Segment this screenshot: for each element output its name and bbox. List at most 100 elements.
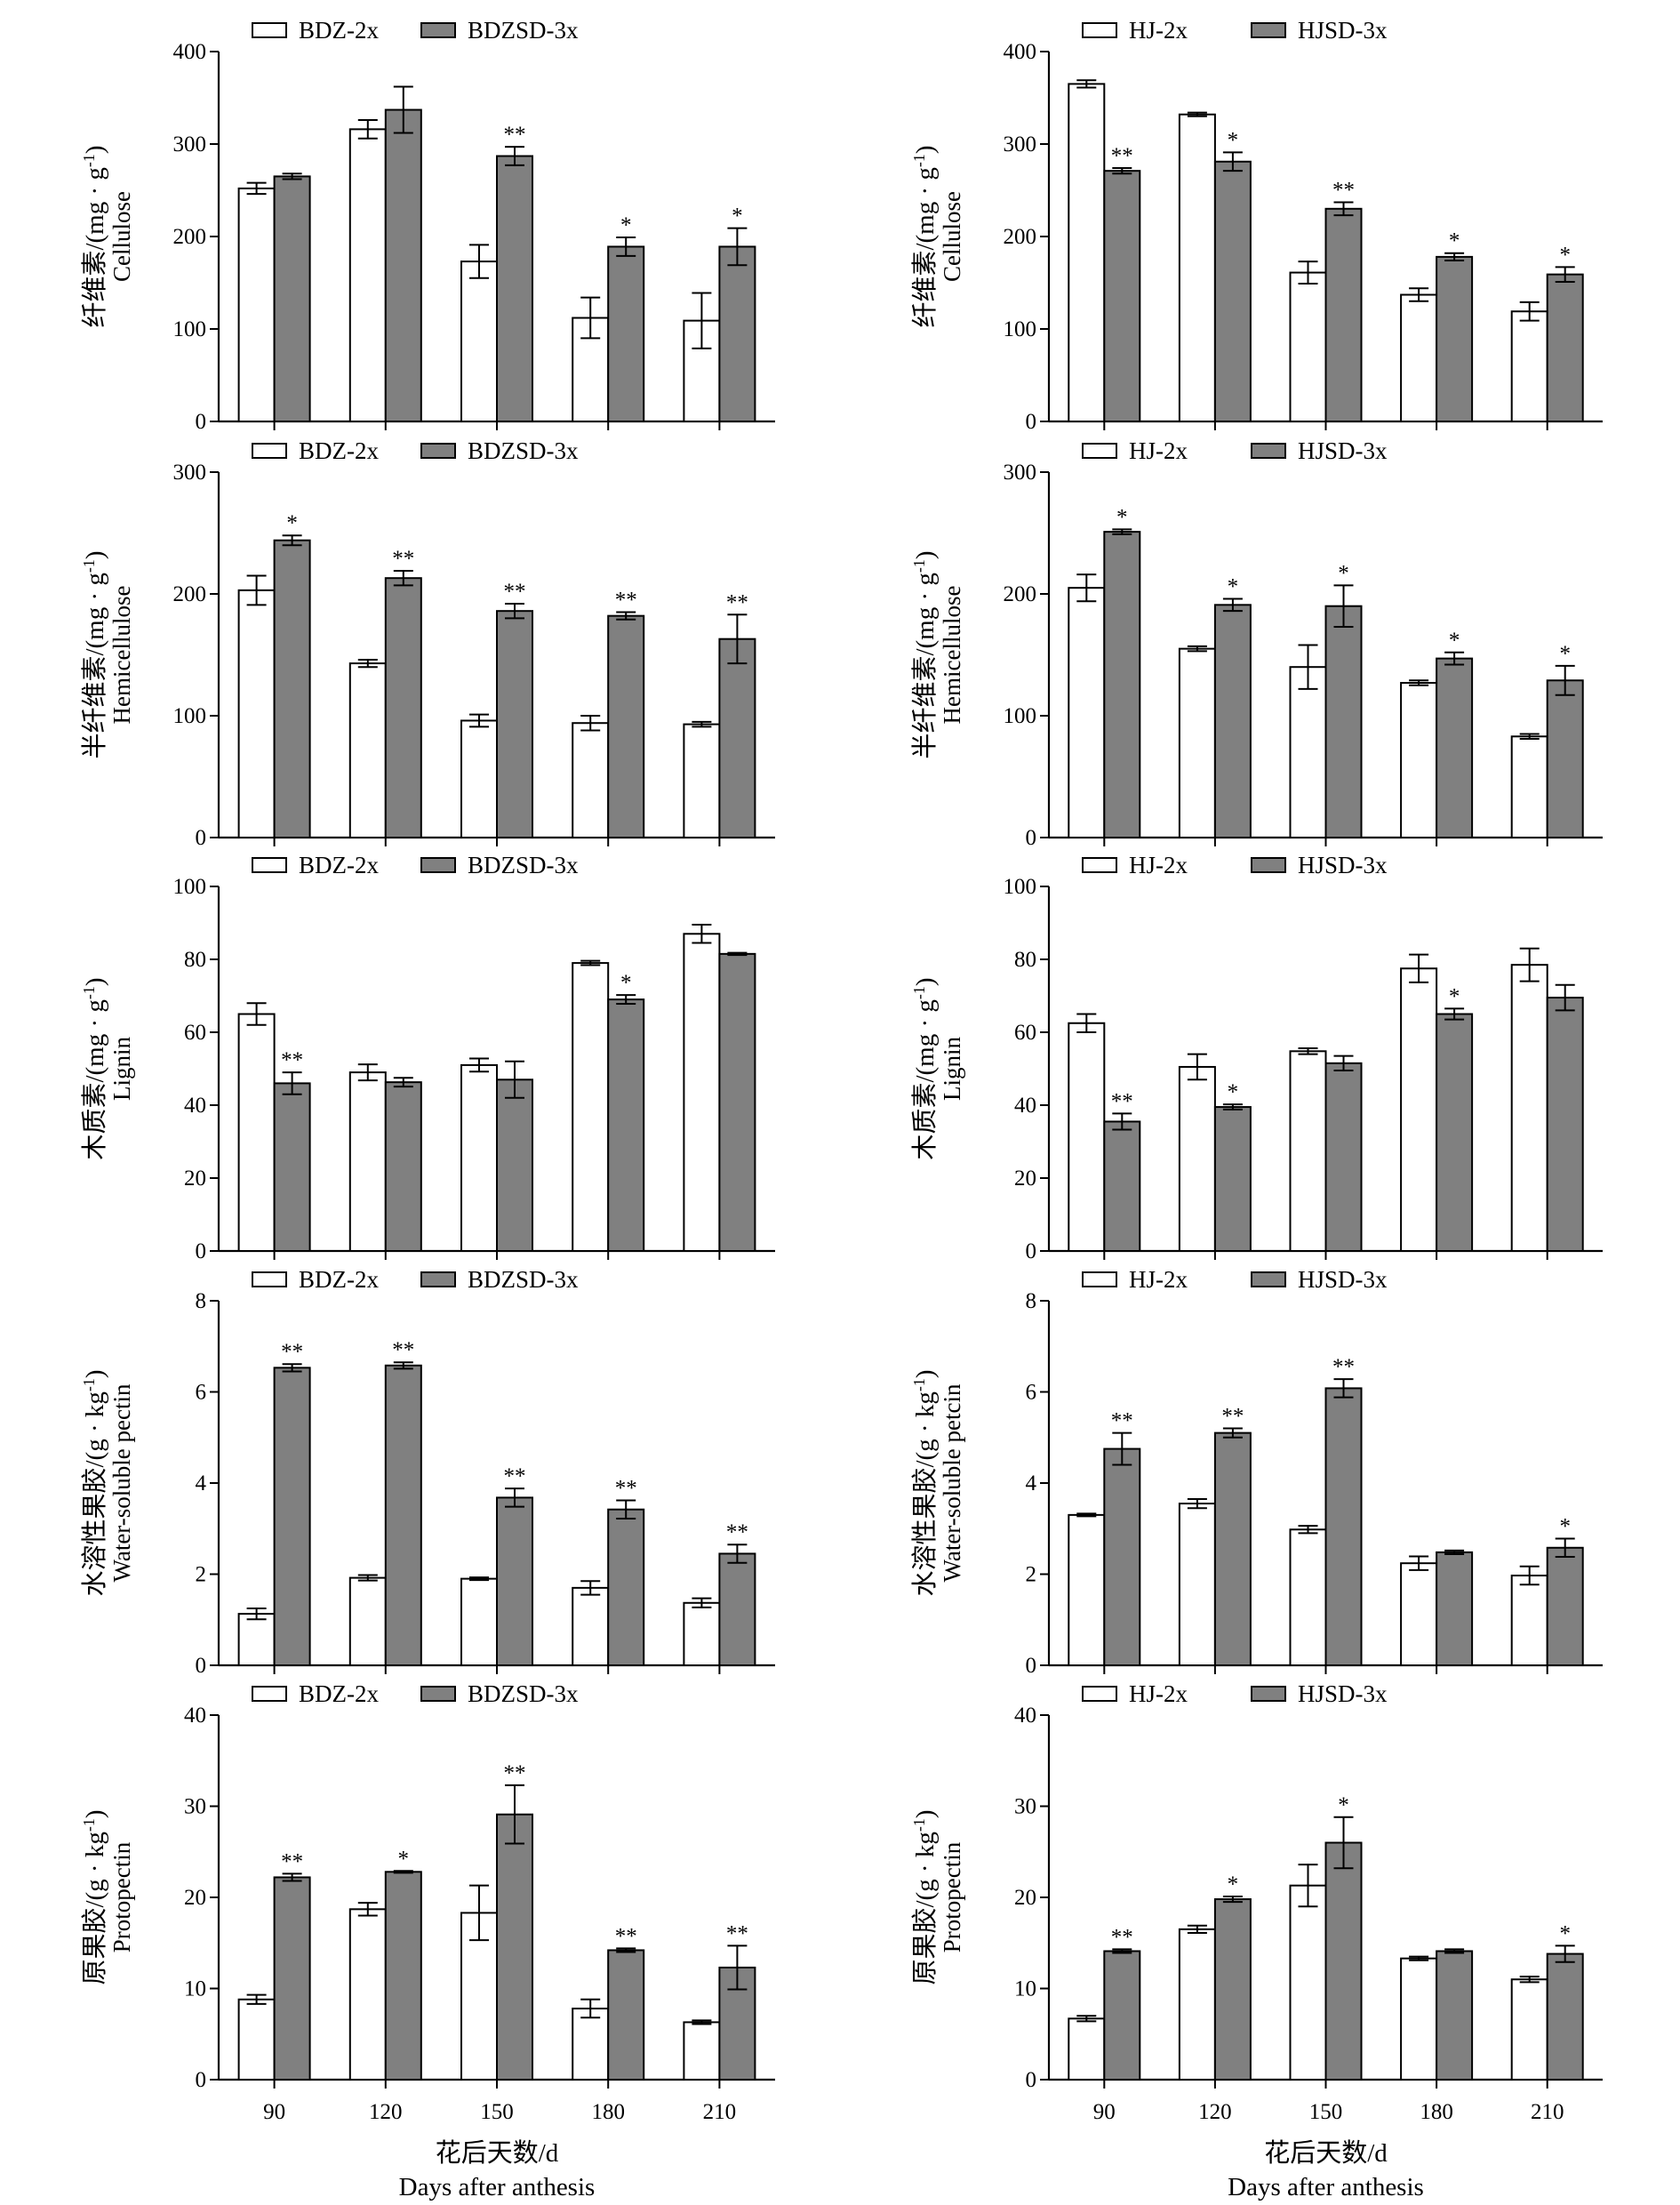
bar-diploid — [1289, 271, 1327, 422]
bar-diploid — [683, 1601, 721, 1666]
y-tick-label: 100 — [1004, 704, 1037, 728]
legend-swatch-triploid — [420, 1271, 456, 1287]
bar-diploid — [1289, 1050, 1327, 1252]
significance-mark: * — [1228, 1080, 1239, 1104]
bar-diploid — [1400, 293, 1438, 422]
bar-triploid — [1436, 1551, 1474, 1667]
x-tick-label: 180 — [591, 2100, 625, 2124]
bar-diploid — [1510, 1978, 1548, 2081]
significance-mark: * — [1116, 505, 1128, 529]
y-tick-label: 8 — [196, 1289, 207, 1313]
bar-diploid — [572, 722, 610, 838]
bar-triploid — [607, 998, 645, 1252]
significance-mark: ** — [1221, 1405, 1244, 1429]
x-tick-label: 150 — [1309, 2100, 1343, 2124]
bar-triploid — [384, 577, 422, 838]
bar-diploid — [572, 962, 610, 1252]
y-tick-label: 60 — [184, 1021, 206, 1045]
y-tick-label: 30 — [184, 1795, 206, 1819]
x-tick-label: 210 — [703, 2100, 737, 2124]
y-tick-label: 300 — [173, 461, 207, 485]
significance-mark: * — [1338, 561, 1349, 585]
y-tick-label: 0 — [196, 2068, 207, 2092]
y-tick-label: 400 — [173, 40, 207, 64]
bar-triploid — [1324, 1062, 1363, 1252]
significance-mark: ** — [392, 547, 414, 571]
y-axis-label-en: Protopectin — [939, 1841, 965, 1952]
y-axis-label-en: Hemicellulose — [108, 586, 135, 725]
y-axis-label-cn: 半纤维素/(mg · g-1) — [910, 550, 940, 758]
y-tick-label: 2 — [196, 1563, 207, 1587]
y-tick-label: 300 — [1004, 461, 1037, 485]
y-tick-label: 0 — [1026, 1239, 1037, 1263]
legend-swatch-triploid — [420, 443, 456, 459]
legend-label-triploid: HJSD-3x — [1298, 1680, 1388, 1707]
bar-diploid — [1289, 1884, 1327, 2081]
bar-triploid — [607, 614, 645, 838]
legend-swatch-diploid — [1082, 1271, 1117, 1287]
y-tick-label: 100 — [173, 704, 207, 728]
y-tick-label: 400 — [1004, 40, 1037, 64]
y-tick-label: 20 — [184, 1886, 206, 1910]
legend-swatch-diploid — [1082, 22, 1117, 38]
significance-mark: ** — [504, 1761, 526, 1785]
legend-swatch-diploid — [252, 1686, 287, 1702]
significance-mark: ** — [504, 1464, 526, 1488]
y-tick-label: 40 — [184, 1094, 206, 1118]
x-tick-label: 150 — [480, 2100, 514, 2124]
bar-diploid — [1510, 310, 1548, 422]
legend-label-triploid: HJSD-3x — [1298, 17, 1388, 44]
y-tick-label: 30 — [1014, 1795, 1036, 1819]
y-tick-label: 0 — [196, 826, 207, 850]
legend-label-diploid: BDZ-2x — [299, 1266, 379, 1293]
bar-triploid — [1103, 531, 1141, 838]
y-tick-label: 4 — [1026, 1471, 1037, 1495]
y-tick-label: 80 — [1014, 948, 1036, 972]
y-axis-label-cn: 水溶性果胶/(g · kg-1) — [80, 1369, 109, 1596]
bar-triploid — [1324, 207, 1363, 422]
y-tick-label: 20 — [184, 1167, 206, 1191]
legend-label-diploid: HJ-2x — [1129, 1266, 1188, 1293]
legend-swatch-diploid — [252, 22, 287, 38]
y-axis-label-en: Cellulose — [108, 191, 135, 282]
y-tick-label: 300 — [173, 132, 207, 156]
bar-diploid — [237, 1998, 276, 2081]
bar-triploid — [1103, 1447, 1141, 1666]
legend-swatch-triploid — [1251, 443, 1286, 459]
bar-triploid — [1103, 1120, 1141, 1252]
bar-triploid — [1546, 1546, 1584, 1667]
legend-swatch-triploid — [420, 1686, 456, 1702]
x-tick-label: 90 — [263, 2100, 285, 2124]
legend-label-diploid: HJ-2x — [1129, 17, 1188, 44]
bar-diploid — [1510, 964, 1548, 1253]
y-tick-label: 200 — [1004, 225, 1037, 249]
significance-mark: * — [1559, 243, 1571, 267]
y-axis-label-cn: 木质素/(mg · g-1) — [910, 977, 940, 1159]
significance-mark: * — [1559, 642, 1571, 666]
significance-mark: * — [620, 971, 632, 995]
bar-diploid — [1510, 1575, 1548, 1666]
bar-triploid — [384, 1364, 422, 1667]
y-axis-label-en: Cellulose — [939, 191, 965, 282]
x-tick-label: 210 — [1531, 2100, 1564, 2124]
bar-triploid — [1324, 1841, 1363, 2081]
bar-triploid — [1436, 255, 1474, 422]
legend-swatch-diploid — [1082, 857, 1117, 873]
x-tick-label: 120 — [369, 2100, 403, 2124]
bar-diploid — [1068, 587, 1106, 839]
bar-diploid — [1068, 1022, 1106, 1252]
bar-diploid — [1510, 735, 1548, 838]
legend-swatch-diploid — [252, 857, 287, 873]
bar-triploid — [1546, 1952, 1584, 2081]
x-axis-title-en: Days after anthesis — [1228, 2173, 1424, 2201]
y-tick-label: 40 — [1014, 1704, 1036, 1728]
y-tick-label: 100 — [1004, 875, 1037, 899]
y-tick-label: 300 — [1004, 132, 1037, 156]
significance-mark: * — [398, 1847, 410, 1871]
significance-mark: ** — [615, 1476, 637, 1500]
bar-diploid — [460, 1063, 498, 1253]
